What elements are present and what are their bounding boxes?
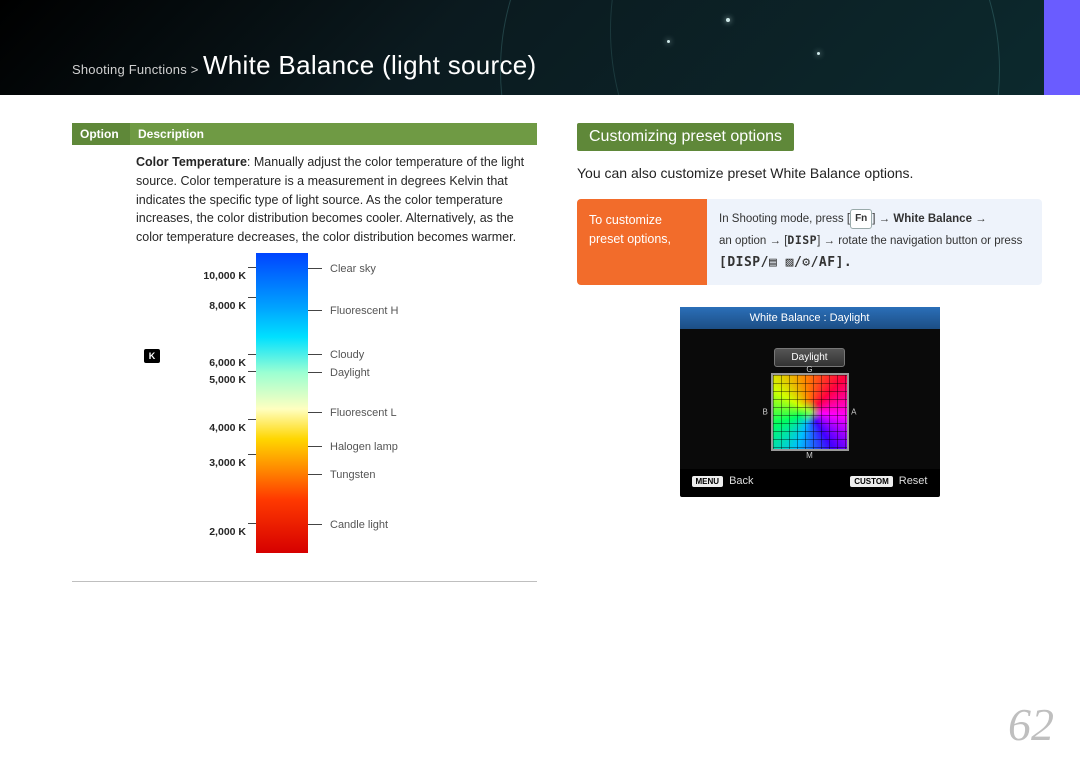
light-source-label: Fluorescent L xyxy=(330,405,397,422)
kelvin-label: 4,000 K xyxy=(209,421,246,437)
breadcrumb-section: Shooting Functions > xyxy=(72,62,199,77)
option-name: Color Temperature xyxy=(136,155,247,169)
kelvin-label: 6,000 K xyxy=(209,356,246,372)
light-source-label: Cloudy xyxy=(330,347,364,364)
light-source-label: Halogen lamp xyxy=(330,439,398,456)
nav-buttons-label: [DISP/▤ ▨/⚙/AF]. xyxy=(719,251,1030,274)
gradient-bar xyxy=(256,253,308,553)
kelvin-label: 2,000 K xyxy=(209,525,246,541)
kelvin-label: 5,000 K xyxy=(209,373,246,389)
kelvin-label: 3,000 K xyxy=(209,456,246,472)
section-divider xyxy=(72,581,537,582)
kelvin-label: 10,000 K xyxy=(203,269,246,285)
col-description: Description xyxy=(130,123,537,145)
wb-adjust-grid[interactable]: G M B A xyxy=(771,373,849,451)
back-button[interactable]: MENUBack xyxy=(692,475,754,487)
kelvin-label: 8,000 K xyxy=(209,299,246,315)
kelvin-icon: K xyxy=(144,349,160,363)
light-source-label: Tungsten xyxy=(330,467,375,484)
instruction-label: To customize preset options, xyxy=(577,199,707,285)
light-source-label: Clear sky xyxy=(330,261,376,278)
right-column: Customizing preset options You can also … xyxy=(577,123,1042,582)
page-title: White Balance (light source) xyxy=(203,50,537,80)
instruction-box: To customize preset options, In Shooting… xyxy=(577,199,1042,285)
side-tab xyxy=(1044,0,1080,95)
camera-screen: White Balance : Daylight Daylight G M B … xyxy=(680,307,940,497)
page-header: Shooting Functions > White Balance (ligh… xyxy=(0,0,1080,95)
disp-button-chip: DISP xyxy=(787,233,817,247)
section-intro: You can also customize preset White Bala… xyxy=(577,165,1042,181)
instruction-body: In Shooting mode, press [Fn] → White Bal… xyxy=(707,199,1042,285)
breadcrumb: Shooting Functions > White Balance (ligh… xyxy=(72,50,537,81)
left-column: Option Description Color Temperature: Ma… xyxy=(72,123,537,582)
light-source-label: Candle light xyxy=(330,517,388,534)
table-row: Color Temperature: Manually adjust the c… xyxy=(72,145,537,563)
screen-title: White Balance : Daylight xyxy=(680,307,940,329)
light-source-label: Daylight xyxy=(330,365,370,382)
section-heading: Customizing preset options xyxy=(577,123,794,151)
light-source-label: Fluorescent H xyxy=(330,303,398,320)
fn-button-chip: Fn xyxy=(850,209,872,229)
color-temperature-chart: K 10,000 K 8,000 K 6,000 K5,000 K 4,000 K 3,… xyxy=(136,253,531,563)
reset-button[interactable]: CUSTOMReset xyxy=(850,475,927,487)
page-number: 62 xyxy=(1008,698,1054,751)
table-header: Option Description xyxy=(72,123,537,145)
col-option: Option xyxy=(72,123,130,145)
